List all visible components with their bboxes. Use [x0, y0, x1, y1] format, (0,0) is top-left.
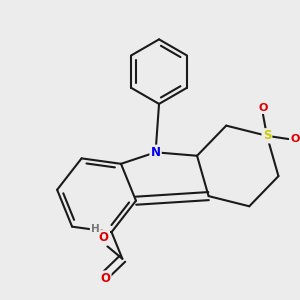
Text: H: H: [91, 224, 100, 234]
Text: N: N: [151, 146, 160, 159]
Text: O: O: [100, 272, 110, 285]
Text: O: O: [290, 134, 300, 144]
Text: S: S: [263, 129, 271, 142]
Text: O: O: [99, 231, 109, 244]
Text: O: O: [258, 103, 268, 113]
